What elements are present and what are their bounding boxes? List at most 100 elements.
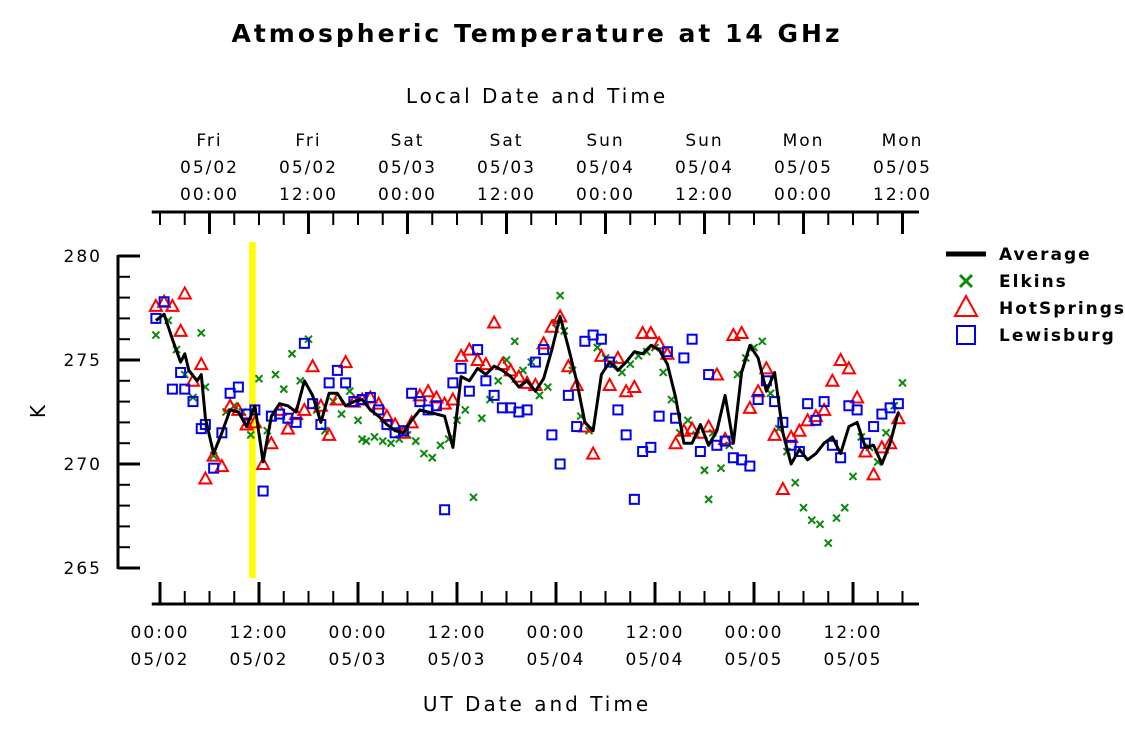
x-stroke [370,432,379,442]
top-tick-time: 12:00 [477,185,536,205]
x-stroke [683,416,693,425]
x-stroke [419,449,429,458]
lewisburg-point [331,364,343,376]
x-stroke [704,495,713,504]
lewisburg-point [851,404,863,416]
bottom-tick-time: 00:00 [527,623,586,643]
lewisburg-point [661,346,673,358]
y-tick-label: 280 [64,247,102,267]
bottom-tick-date: 05/02 [131,650,190,670]
lewisburg-point [480,375,492,387]
bottom-tick-date: 05/02 [230,650,289,670]
elkins-point [151,330,161,340]
x-stroke [395,434,404,444]
lewisburg-point [430,400,442,412]
x-stroke [593,343,602,352]
lewisburg-point [455,362,467,374]
hotsprings-point [486,314,502,329]
hotsprings-point [634,324,651,339]
x-stroke [881,428,891,438]
hotsprings-point [857,443,874,458]
elkins-point [254,374,264,383]
elkins-point [378,436,387,446]
elkins-point [832,513,841,523]
elkins-point [824,538,833,548]
x-stroke [296,376,305,386]
elkins-point [279,384,288,394]
top-tick-date: 05/03 [477,158,536,178]
elkins-point [362,436,371,446]
lewisburg-point [554,458,566,470]
elkins-point [246,430,255,440]
lewisburg-point [868,421,880,433]
average-line [154,312,900,466]
legend-swatch-hotsprings [953,293,979,317]
hotsprings-point [717,430,733,446]
lewisburg-point [414,396,426,408]
hotsprings-point [535,335,552,350]
top-tick-time: 12:00 [675,185,734,205]
lewisburg-point [179,383,191,395]
hotsprings-point [568,376,585,391]
x-stroke [758,337,767,346]
lewisburg-point [323,377,335,389]
bottom-tick-date: 05/05 [824,650,883,670]
hotsprings-point [280,420,296,435]
x-stroke [898,378,907,388]
y-axis-label: K [26,402,50,418]
elkins-point [881,428,891,438]
elkins-point [791,478,800,487]
x-stroke [824,538,833,548]
top-tick-date: 05/04 [675,158,734,178]
hotsprings-point [469,351,486,366]
y-tick-label: 275 [64,351,102,371]
x-stroke [197,328,206,338]
legend-label-elkins: Elkins [999,272,1068,292]
top-tick-time: 00:00 [774,185,833,205]
x-stroke [555,291,565,300]
legend-swatch-elkins [958,273,974,289]
hotsprings-point [193,356,209,371]
x-stroke [357,434,367,444]
x-stroke [411,436,420,446]
elkins-point [287,349,297,358]
x-stroke [617,368,627,377]
legend-label-average: Average [999,245,1092,265]
elkins-point [345,386,354,396]
hotsprings-point [775,480,791,495]
lewisburg-point [224,387,236,399]
lewisburg-point [604,356,616,368]
elkins-point [848,472,858,481]
lewisburg-point [793,446,805,458]
lewisburg-point [736,454,748,466]
legend: Average Elkins HotSprings Lewisburg [946,245,1124,346]
lewisburg-point [628,493,640,505]
x-stroke [791,478,800,487]
x-stroke [320,426,330,435]
bottom-tick-time: 00:00 [131,623,190,643]
elkins-point [386,438,396,448]
lewisburg-point [562,389,574,401]
lewisburg-point [447,377,459,389]
elkins-point [593,343,602,352]
lewisburg-point [752,394,764,406]
hotsprings-point [255,455,271,470]
bottom-tick-time: 12:00 [428,623,487,643]
lewisburg-point [298,337,310,349]
hotsprings-point [882,435,898,450]
hotsprings-point [766,426,783,441]
lewisburg-point [158,296,170,308]
x-stroke [535,391,544,400]
lewisburg-point [653,410,665,422]
top-tick-date: 05/03 [378,158,437,178]
elkins-point [758,337,767,346]
x-stroke [353,416,363,425]
lewisburg-point [595,333,607,345]
hotsprings-point [511,368,527,383]
x-stroke [428,453,437,462]
top-tick-date: 05/04 [576,158,635,178]
x-stroke [254,374,264,383]
hotsprings-point [172,322,189,337]
elkins-point [555,291,565,300]
